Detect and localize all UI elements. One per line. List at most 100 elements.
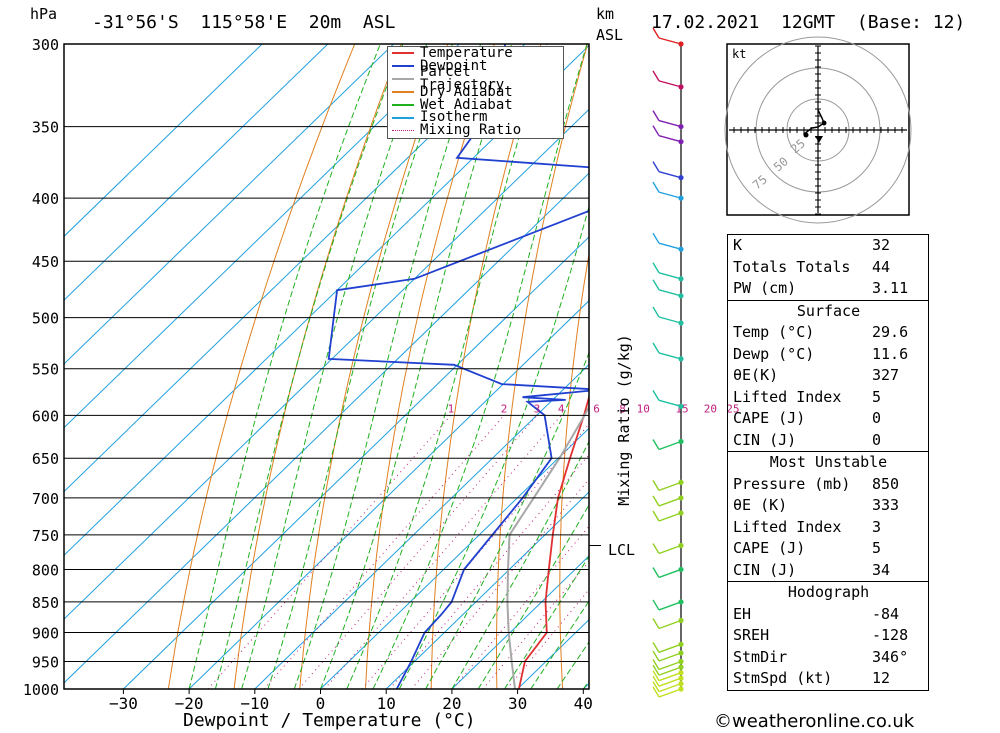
wind-barb bbox=[658, 497, 682, 507]
isotherm-line bbox=[64, 44, 526, 493]
wind-barb-flag bbox=[652, 510, 660, 522]
wind-barb-flag bbox=[652, 232, 660, 244]
dry-adiabat-line bbox=[167, 44, 356, 689]
surface-label: θE(K) bbox=[733, 366, 779, 384]
surface-label: Temp (°C) bbox=[733, 323, 815, 341]
mixing-ratio-line bbox=[207, 415, 452, 689]
mixing-ratio-line bbox=[452, 525, 589, 689]
isotherm-line bbox=[64, 44, 263, 238]
wind-barb bbox=[658, 191, 682, 199]
wind-barb bbox=[658, 652, 682, 662]
hodograph-value: 346° bbox=[872, 647, 909, 666]
legend-label: Isotherm bbox=[420, 109, 488, 126]
mixing-ratio-value: 8 bbox=[619, 402, 626, 415]
hodograph-value: -128 bbox=[872, 626, 909, 644]
wind-barb bbox=[658, 481, 682, 492]
location-title: -31°56'S 115°58'E 20m ASL bbox=[92, 12, 396, 33]
wind-barb-flag bbox=[652, 664, 660, 676]
wind-barb bbox=[658, 619, 682, 630]
datetime-title: 17.02.2021 12GMT (Base: 12) bbox=[651, 12, 966, 33]
legend-label: Dry Adiabat bbox=[420, 83, 513, 100]
pressure-tick-label: 700 bbox=[32, 490, 59, 508]
wind-barb-flag bbox=[652, 686, 660, 698]
mixing-ratio-line bbox=[263, 415, 505, 689]
legend-swatch bbox=[392, 116, 414, 119]
x-tick-label: −20 bbox=[175, 694, 204, 713]
wind-barb bbox=[658, 660, 682, 671]
hodograph-label: SREH bbox=[733, 626, 770, 644]
wind-barb bbox=[658, 272, 682, 280]
surface-row: θE(K) 327 bbox=[728, 365, 928, 387]
surface-title: Surface bbox=[796, 301, 861, 320]
legend-label: Parcel Trajectory bbox=[419, 64, 505, 94]
lcl-label: LCL bbox=[608, 541, 636, 559]
wet-adiabat-line bbox=[293, 44, 482, 689]
hodograph-point bbox=[803, 132, 809, 138]
surface-value: 5 bbox=[872, 387, 882, 406]
parcel-trajectory-line bbox=[506, 404, 589, 689]
hodograph-ring bbox=[724, 36, 912, 224]
pressure-tick-label: 750 bbox=[32, 527, 59, 545]
surface-value: 0 bbox=[872, 430, 882, 449]
pressure-tick-label: 300 bbox=[32, 36, 59, 54]
isotherm-line bbox=[64, 44, 394, 365]
hodograph-label: EH bbox=[733, 604, 752, 623]
mixing-ratio-value: 20 bbox=[704, 402, 717, 415]
mixing-ratio-value: 25 bbox=[726, 402, 739, 415]
x-tick-label: −10 bbox=[240, 694, 269, 713]
most-unstable-value: 850 bbox=[872, 474, 900, 493]
x-tick-label: −30 bbox=[109, 694, 138, 713]
wind-barb bbox=[658, 544, 682, 555]
dry-adiabat-line bbox=[681, 44, 728, 689]
most-unstable-row: CIN (J) 34 bbox=[728, 560, 928, 582]
mixing-ratio-axis-label: Mixing Ratio (g/kg) bbox=[615, 334, 633, 506]
surface-row: Lifted Index 5 bbox=[728, 387, 928, 409]
legend-item: Mixing Ratio bbox=[388, 123, 563, 137]
hodograph-title: Hodograph bbox=[787, 583, 870, 601]
most-unstable-row: θE (K) 333 bbox=[728, 495, 928, 517]
wind-barb-flag bbox=[652, 110, 660, 121]
wet-adiabat-line bbox=[372, 44, 588, 689]
chart-legend: Temperature Dewpoint Parcel Trajectory Dry … bbox=[387, 46, 564, 139]
wind-barb-flag bbox=[652, 670, 660, 682]
pressure-tick-label: 1000 bbox=[23, 681, 59, 699]
index-label: K bbox=[733, 236, 743, 254]
legend-item: Wet Adiabat bbox=[388, 98, 563, 112]
hodograph-value: 12 bbox=[872, 669, 891, 687]
isotherm-line bbox=[64, 108, 589, 620]
wind-barb bbox=[658, 399, 682, 408]
isotherm-line bbox=[64, 44, 589, 557]
hodograph-label: StmSpd (kt) bbox=[733, 669, 833, 687]
legend-item: Parcel Trajectory bbox=[388, 65, 563, 92]
wind-barb-flag bbox=[652, 567, 660, 578]
most-unstable-title: Most Unstable bbox=[769, 453, 888, 471]
wind-barb bbox=[658, 80, 682, 88]
wind-barb-flag bbox=[652, 262, 660, 274]
wind-barb-flag bbox=[652, 279, 660, 291]
surface-label: Lifted Index bbox=[733, 387, 842, 406]
x-tick-label: 30 bbox=[508, 694, 527, 713]
isotherm-line bbox=[123, 236, 589, 689]
wind-barb-flag bbox=[652, 681, 660, 692]
legend-swatch bbox=[392, 78, 414, 81]
legend-item: Dewpoint bbox=[388, 59, 563, 73]
legend-swatch bbox=[392, 91, 414, 94]
surface-label: Dewp (°C) bbox=[733, 344, 815, 363]
most-unstable-value: 5 bbox=[872, 539, 882, 557]
x-tick-label: 20 bbox=[442, 694, 461, 713]
pressure-tick-label: 450 bbox=[32, 253, 59, 271]
mixing-ratio-value: 6 bbox=[593, 402, 600, 415]
surface-row: CAPE (J) 0 bbox=[728, 408, 928, 430]
temperature-profile-line bbox=[518, 394, 589, 689]
wind-barb bbox=[658, 289, 682, 297]
wind-barb-flag bbox=[652, 650, 660, 662]
index-label: Totals Totals bbox=[733, 257, 851, 276]
hodograph-row: SREH -128 bbox=[728, 625, 928, 647]
wet-adiabat-line bbox=[451, 440, 589, 689]
wet-adiabat-line bbox=[346, 44, 548, 689]
surface-label: CIN (J) bbox=[733, 430, 797, 449]
legend-item: Isotherm bbox=[388, 111, 563, 124]
km-label: km bbox=[596, 5, 615, 23]
copyright-footer[interactable]: ©weatheronline.co.uk bbox=[714, 711, 915, 732]
surface-value: 0 bbox=[872, 409, 882, 427]
